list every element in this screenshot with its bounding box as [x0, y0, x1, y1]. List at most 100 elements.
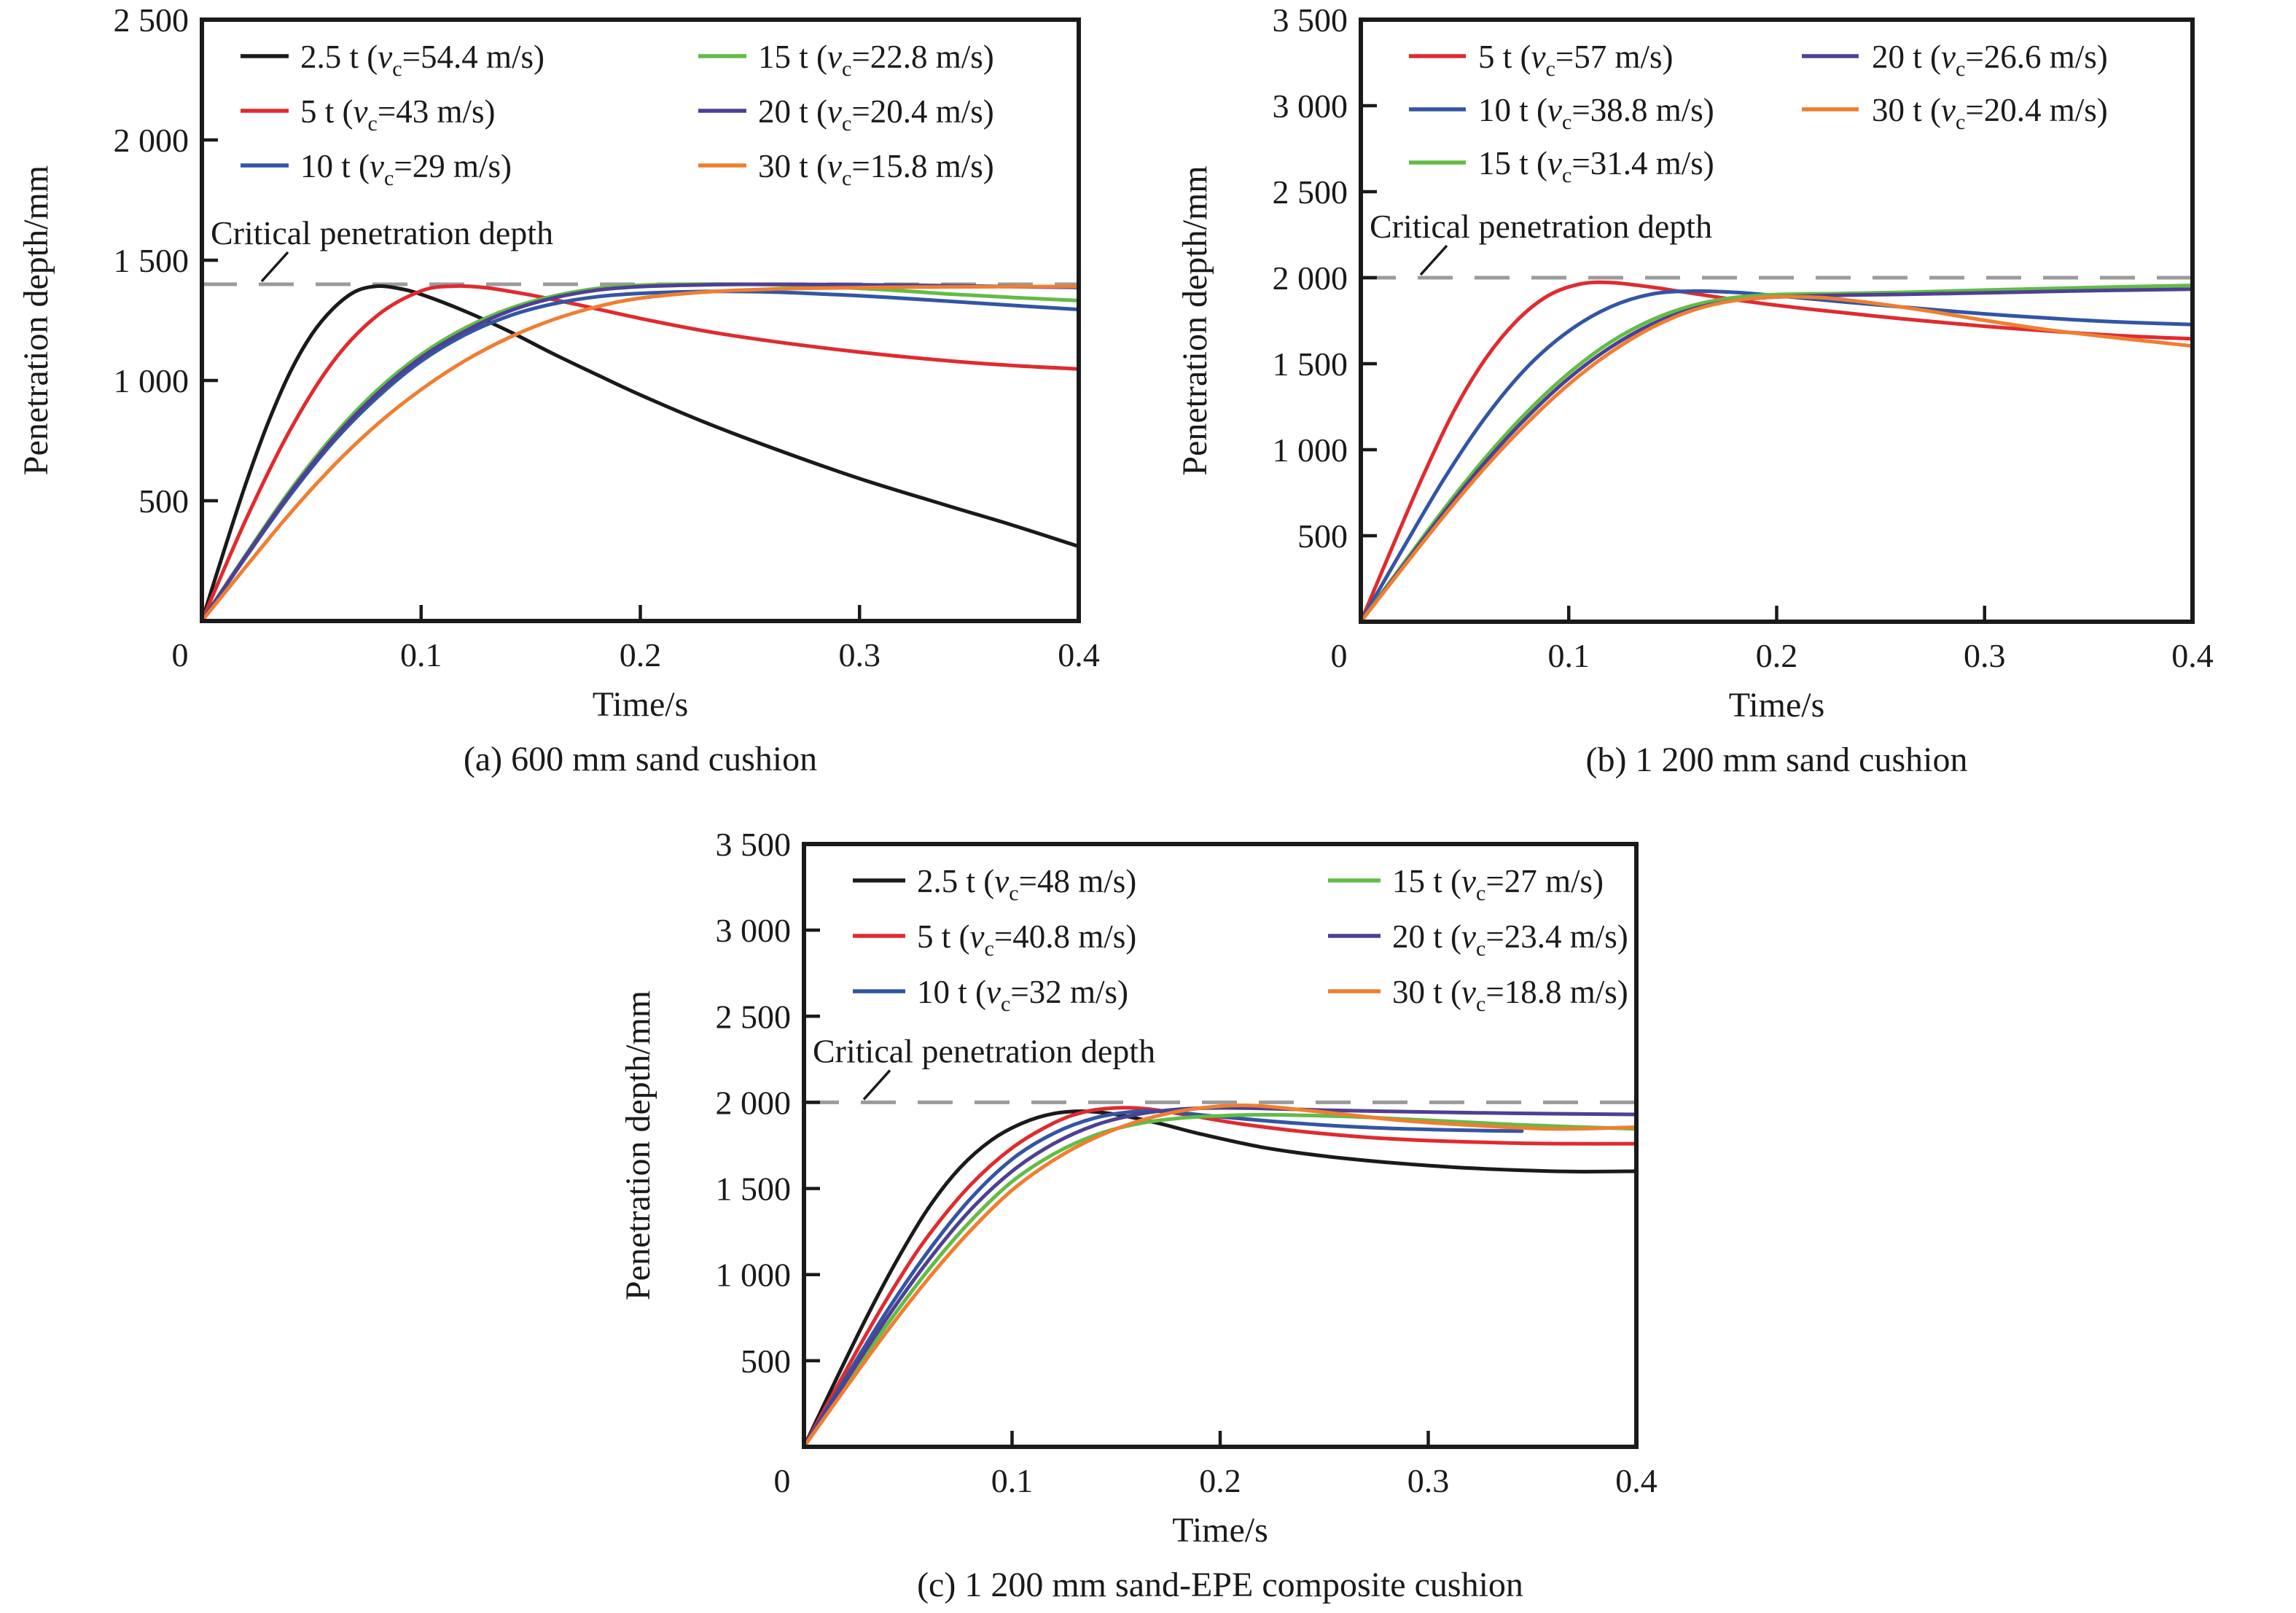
y-tick-label: 2 000 [1273, 259, 1348, 297]
y-axis-title: Penetration depth/mm [619, 991, 657, 1300]
curve-30-t [1359, 294, 2195, 624]
y-tick-label: 2 500 [114, 1, 190, 39]
curve-20-t [200, 282, 1081, 623]
chart-a: 500 1 000 1 500 2 000 2 500 0 0.1 0.2 0.3 0.4 Pene… [17, 1, 1100, 778]
y-tick-label: 500 [1297, 518, 1348, 555]
legend-label: 5 t (vc=43 m/s) [300, 93, 495, 136]
legend-item: 30 t (vc=20.4 m/s) [1802, 92, 2108, 134]
x-tick-label: 0.2 [620, 636, 662, 673]
y-tick-label: 500 [741, 1343, 791, 1380]
legend-item: 30 t (vc=18.8 m/s) [1328, 974, 1628, 1016]
x-tick-label: 0.3 [1407, 1462, 1450, 1499]
curve-2-5-t [200, 284, 1081, 623]
legend-label: 30 t (vc=18.8 m/s) [1392, 974, 1628, 1016]
critical-depth-label: Critical penetration depth [813, 1032, 1155, 1069]
chart-caption: (b) 1 200 mm sand cushion [1586, 741, 1968, 779]
y-tick-label: 3 500 [716, 826, 792, 863]
legend-label: 20 t (vc=26.6 m/s) [1872, 39, 2108, 81]
y-tick-label: 1 500 [716, 1171, 792, 1208]
x-tick-label: 0.4 [2171, 637, 2214, 674]
x-tick-label: 0 [774, 1462, 791, 1499]
legend-label: 10 t (vc=32 m/s) [917, 974, 1128, 1016]
legend-item: 2.5 t (vc=54.4 m/s) [241, 39, 544, 81]
chart-b: 500 1 000 1 500 2 000 2 500 3 000 3 500 0 0.1 0.2… [1176, 1, 2214, 779]
curve-15-t [1359, 284, 2195, 624]
y-tick-label: 3 000 [716, 912, 792, 949]
annotation-leader-line [862, 1069, 891, 1101]
curve-15-t [802, 1112, 1639, 1449]
legend-item: 5 t (vc=57 m/s) [1409, 39, 1673, 81]
curve-30-t [802, 1103, 1639, 1449]
y-tick-label: 500 [138, 483, 189, 520]
x-tick-label: 0.4 [1615, 1462, 1657, 1499]
legend-label: 20 t (vc=23.4 m/s) [1392, 918, 1628, 961]
legend-item: 10 t (vc=29 m/s) [241, 148, 512, 190]
legend-label: 5 t (vc=40.8 m/s) [917, 918, 1136, 961]
curve-5-t [1359, 280, 2195, 624]
y-tick-label: 2 500 [1273, 173, 1348, 211]
y-tick-label: 1 000 [114, 362, 190, 399]
legend-label: 2.5 t (vc=48 m/s) [917, 863, 1136, 905]
curve-5-t [200, 284, 1081, 623]
x-tick-label: 0.4 [1058, 636, 1100, 673]
chart-caption: (c) 1 200 mm sand-EPE composite cushion [917, 1566, 1523, 1604]
x-axis-title: Time/s [1172, 1511, 1268, 1550]
y-axis-title: Penetration depth/mm [1176, 165, 1214, 475]
curve-20-t [802, 1106, 1639, 1449]
curve-10-t [200, 289, 1081, 623]
legend-label: 15 t (vc=27 m/s) [1392, 863, 1604, 905]
x-tick-label: 0 [172, 636, 189, 673]
critical-depth-label: Critical penetration depth [1370, 208, 1712, 245]
curve-10-t [1359, 289, 2195, 624]
legend-label: 2.5 t (vc=54.4 m/s) [300, 39, 544, 81]
legend-item: 30 t (vc=15.8 m/s) [698, 148, 994, 190]
curve-10-t [802, 1109, 1524, 1449]
legend-item: 20 t (vc=26.6 m/s) [1802, 39, 2108, 81]
legend-label: 30 t (vc=20.4 m/s) [1872, 92, 2108, 134]
annotation-leader-line [1419, 244, 1448, 276]
legend-item: 20 t (vc=20.4 m/s) [698, 93, 994, 136]
legend-label: 10 t (vc=38.8 m/s) [1478, 92, 1714, 134]
curve-30-t [200, 284, 1081, 623]
y-axis-title: Penetration depth/mm [17, 165, 55, 475]
legend-label: 5 t (vc=57 m/s) [1478, 39, 1673, 81]
x-tick-label: 0.3 [839, 636, 881, 673]
chart-c: 500 1 000 1 500 2 000 2 500 3 000 3 500 0 0.1 0.2… [619, 826, 1657, 1604]
x-tick-label: 0.3 [1964, 637, 2006, 674]
legend-item: 5 t (vc=40.8 m/s) [853, 918, 1136, 961]
y-tick-label: 2 500 [716, 998, 792, 1035]
legend-item: 15 t (vc=27 m/s) [1328, 863, 1604, 905]
x-axis-title: Time/s [1729, 686, 1825, 725]
y-tick-label: 1 500 [1273, 345, 1348, 383]
y-tick-label: 2 000 [114, 122, 190, 159]
legend-item: 10 t (vc=38.8 m/s) [1409, 92, 1714, 134]
x-tick-label: 0 [1331, 637, 1348, 674]
legend-item: 10 t (vc=32 m/s) [853, 974, 1128, 1016]
legend-item: 2.5 t (vc=48 m/s) [853, 863, 1136, 905]
curve-5-t [802, 1106, 1639, 1449]
y-tick-label: 1 000 [1273, 431, 1348, 469]
legend-item: 15 t (vc=22.8 m/s) [698, 39, 994, 81]
legend-label: 30 t (vc=15.8 m/s) [758, 148, 994, 190]
legend-item: 15 t (vc=31.4 m/s) [1409, 145, 1714, 187]
legend-item: 20 t (vc=23.4 m/s) [1328, 918, 1628, 961]
annotation-leader-line [260, 251, 289, 283]
x-tick-label: 0.1 [400, 636, 442, 673]
y-tick-label: 3 500 [1273, 1, 1348, 39]
x-tick-label: 0.2 [1199, 1462, 1241, 1499]
x-axis-title: Time/s [593, 685, 689, 724]
legend-item: 5 t (vc=43 m/s) [241, 93, 495, 136]
critical-depth-label: Critical penetration depth [211, 214, 553, 251]
x-tick-label: 0.1 [991, 1462, 1034, 1499]
legend-label: 10 t (vc=29 m/s) [300, 148, 512, 190]
legend-label: 15 t (vc=31.4 m/s) [1478, 145, 1714, 187]
y-tick-label: 1 000 [716, 1257, 792, 1294]
legend-label: 15 t (vc=22.8 m/s) [758, 39, 994, 81]
x-tick-label: 0.2 [1756, 637, 1798, 674]
chart-caption: (a) 600 mm sand cushion [464, 740, 817, 778]
y-tick-label: 3 000 [1273, 87, 1348, 125]
y-tick-label: 1 500 [114, 242, 190, 279]
curve-15-t [200, 282, 1081, 623]
